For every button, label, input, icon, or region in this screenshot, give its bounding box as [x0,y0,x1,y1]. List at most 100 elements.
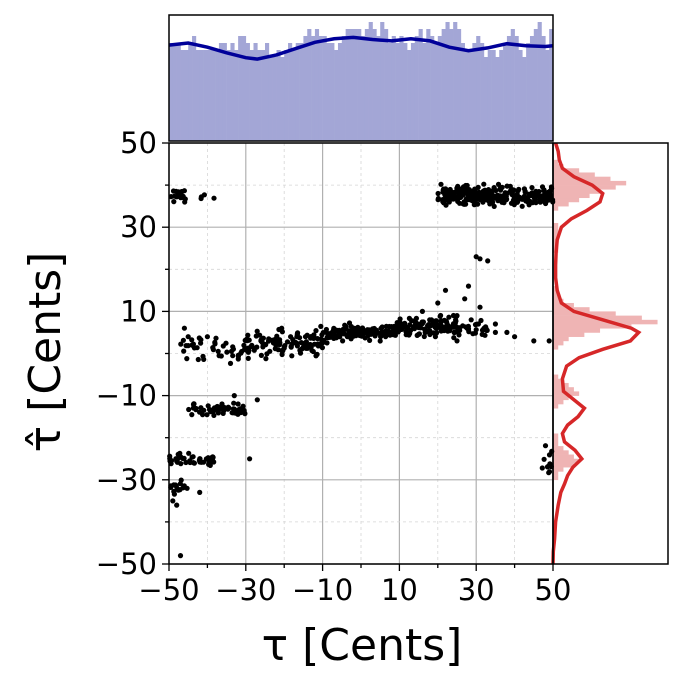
scatter-point [539,465,545,471]
scatter-point [314,351,320,357]
scatter-point [462,296,468,302]
marginal-x-bar [460,43,465,141]
scatter-point [355,324,361,330]
scatter-point [514,199,520,205]
marginal-x-bar [172,43,177,141]
scatter-point [245,332,251,338]
scatter-point [197,456,203,462]
marginal-y-bar [553,454,574,460]
scatter-point [379,324,385,330]
marginal-x-bar [399,36,404,141]
scatter-point [198,405,204,411]
marginal-y-bar [553,467,564,472]
scatter-point [254,328,260,334]
marginal-x-bar [245,43,250,141]
marginal-x-bar [441,29,446,141]
scatter-point [474,321,480,327]
marginal-x-bar [445,22,450,141]
scatter-point [186,450,192,456]
scatter-point [444,321,450,327]
marginal-x-bar [184,50,189,141]
marginal-x-bar [322,36,327,141]
marginal-x-bar [180,50,185,141]
scatter-point [522,189,528,195]
scatter-point [511,187,517,193]
marginal-y-bar [553,441,559,447]
marginal-x-panel [168,22,554,141]
scatter-point [535,189,541,195]
scatter-point [435,195,441,202]
marginal-x-bar [468,50,473,141]
scatter-point [218,353,224,359]
marginal-x-bar [349,29,354,141]
scatter-point [491,186,497,192]
scatter-point [223,340,229,346]
scatter-point [311,341,318,347]
scatter-point [275,347,281,353]
scatter-point [171,199,177,205]
marginal-x-bar [407,50,412,141]
marginal-x-bar [491,50,496,141]
scatter-point [511,334,518,340]
scatter-point [191,401,197,407]
scatter-point [215,348,221,354]
scatter-point [279,325,285,331]
scatter-point [288,343,294,349]
scatter-point [477,256,483,262]
scatter-point [413,315,419,321]
marginal-y-bar [553,185,616,190]
marginal-x-bar [311,36,316,141]
marginal-y-bar [553,164,564,169]
marginal-x-bar [376,36,381,141]
marginal-x-bar [326,43,331,141]
marginal-y-bar [553,471,559,476]
marginal-x-bar [295,43,300,141]
scatter-point [446,314,452,320]
marginal-x-bar [280,57,285,141]
scatter-point [415,322,421,328]
scatter-point [284,339,291,345]
scatter-point [181,348,187,354]
scatter-point [504,183,510,189]
marginal-x-bar [341,36,346,141]
scatter-point [237,408,243,414]
marginal-x-bar [533,29,538,141]
marginal-x-bar [361,36,366,141]
top-panel-frame [168,14,554,142]
scatter-point [206,406,213,413]
marginal-x-bar [453,22,458,141]
scatter-point [174,485,180,492]
scatter-point [197,489,203,495]
marginal-x-bar [487,50,492,141]
scatter-point [546,338,552,344]
scatter-point [189,412,195,418]
x-tick-label: −50 [138,573,199,607]
scatter-point [472,194,478,200]
scatter-point [407,330,413,337]
scatter-point [397,316,403,322]
marginal-x-bar [537,22,542,141]
scatter-point [432,334,438,340]
scatter-point [178,454,184,460]
marginal-x-bar [303,36,308,141]
scatter-point [210,406,217,412]
marginal-x-bar [222,43,227,141]
marginal-x-bar [437,36,442,141]
scatter-point [532,196,538,202]
marginal-y-bar [553,159,559,165]
right-panel-frame [552,142,669,565]
marginal-x-bar [526,43,531,141]
scatter-point [433,323,439,329]
scatter-point [492,329,498,335]
scatter-point [211,195,217,201]
scatter-point [478,317,484,324]
marginal-y-bar [553,197,580,203]
marginal-x-bar [188,43,193,141]
scatter-point [492,321,498,327]
marginal-x-bar [192,36,197,141]
marginal-x-bar [464,50,469,141]
scatter-point [170,498,176,504]
scatter-point [245,349,251,355]
scatter-point [473,254,479,260]
